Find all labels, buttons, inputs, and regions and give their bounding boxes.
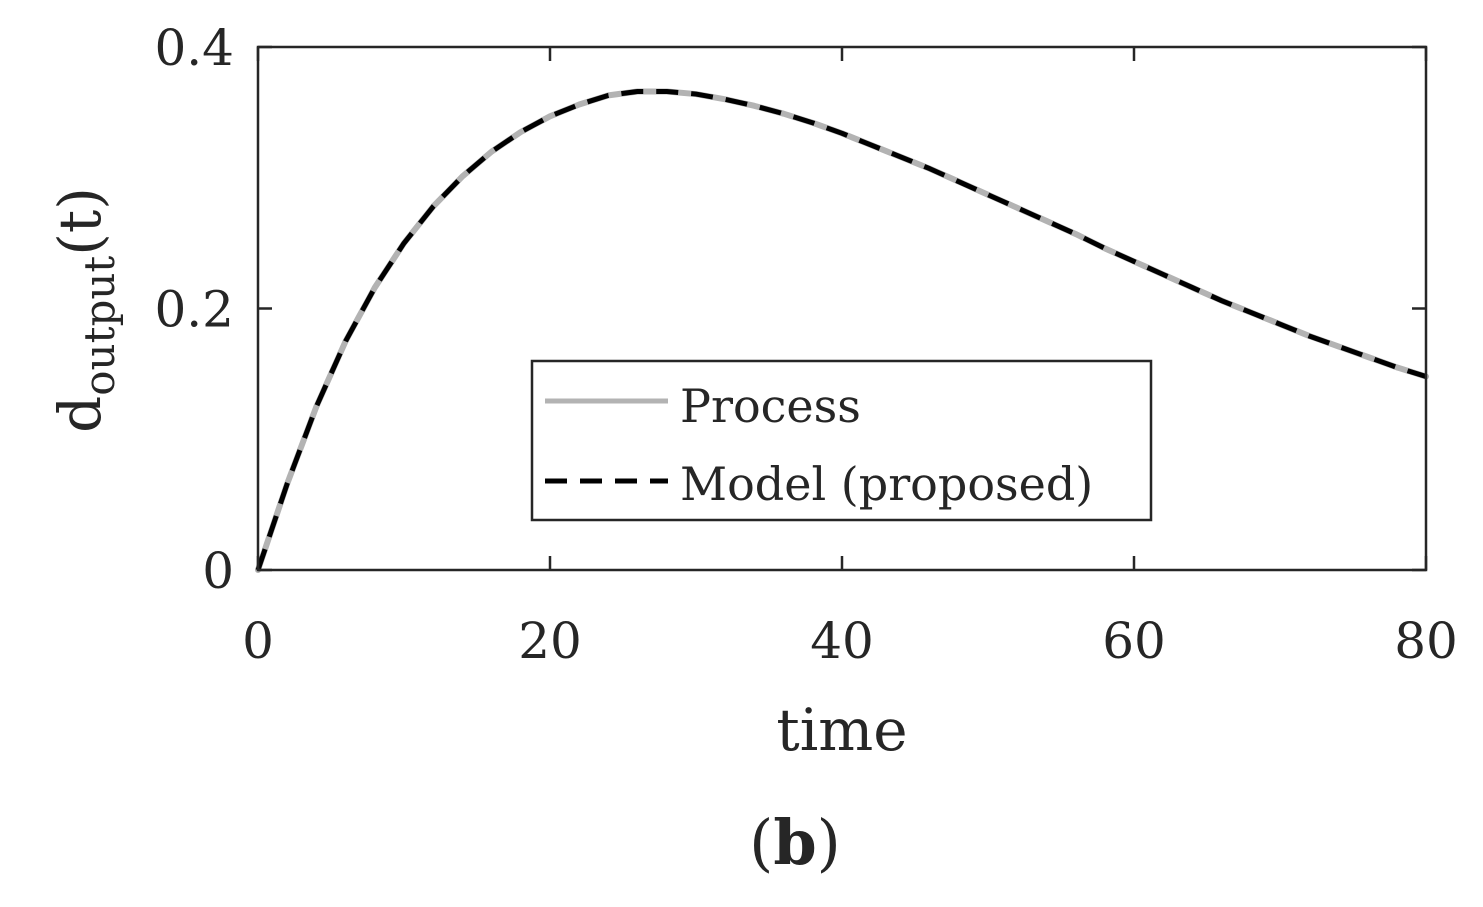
y-tick-label: 0.2 [154,281,234,339]
y-tick-label: 0.4 [154,19,234,77]
x-tick-label: 40 [810,612,874,670]
legend: Process Model (proposed) [530,359,1153,522]
y-axis-label-argument: (t) [46,187,114,256]
x-tick-label: 80 [1394,612,1458,670]
x-tick-label: 20 [518,612,582,670]
x-tick-label: 60 [1102,612,1166,670]
y-axis-label: doutput(t) [46,187,124,433]
x-axis-label: time [776,696,907,764]
y-axis-label-subscript: output [75,256,124,396]
series-line-model [255,88,1427,571]
y-tick-label: 0 [202,542,234,600]
x-tick-label: 0 [242,612,274,670]
tick-layer: 0 20 40 60 80 0 0.2 0.4 [154,19,1457,670]
y-axis-label-main: d [46,396,114,433]
svg-text:doutput(t): doutput(t) [46,187,124,433]
series-layer [255,88,1429,573]
panel-label: (b) [749,806,841,879]
legend-label-model: Model (proposed) [680,457,1093,511]
legend-box [530,359,1153,522]
legend-label-process: Process [680,379,861,433]
